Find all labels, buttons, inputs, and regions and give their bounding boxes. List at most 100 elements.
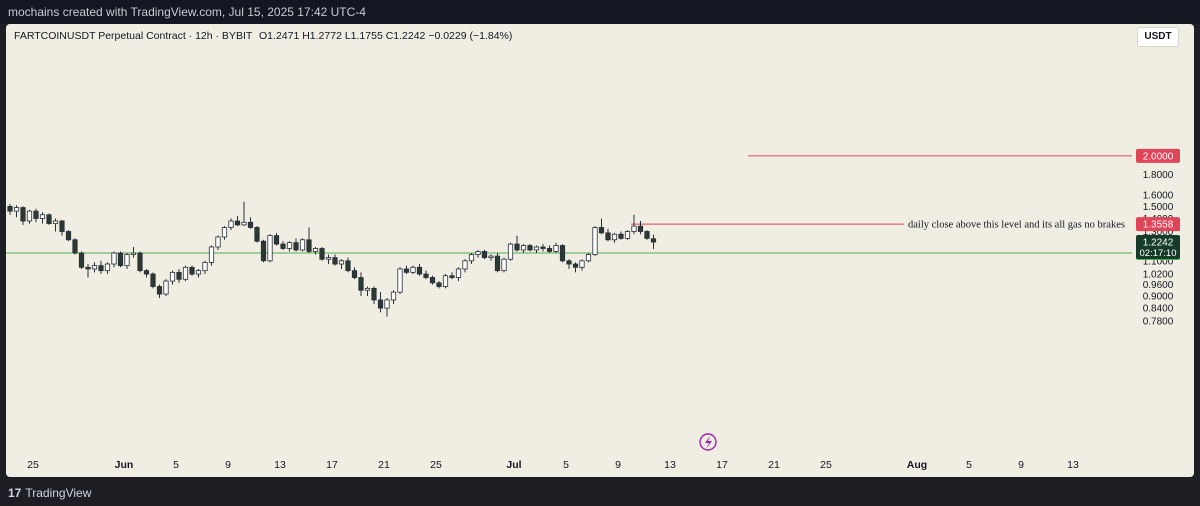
candle[interactable] (33, 208, 39, 223)
candle[interactable] (397, 267, 403, 295)
candle[interactable] (527, 244, 533, 252)
candle[interactable] (234, 215, 241, 227)
candle[interactable] (59, 219, 65, 236)
candle[interactable] (650, 234, 657, 250)
candle[interactable] (579, 259, 585, 271)
candle[interactable] (20, 206, 26, 225)
candle[interactable] (195, 268, 202, 278)
candle[interactable] (488, 254, 494, 261)
candle[interactable] (286, 241, 293, 252)
candle[interactable] (254, 226, 260, 243)
candle[interactable] (624, 230, 631, 240)
candle[interactable] (462, 259, 468, 273)
candle[interactable] (520, 244, 527, 253)
candle[interactable] (553, 242, 559, 253)
candle[interactable] (163, 279, 169, 297)
candle[interactable] (611, 232, 618, 243)
candle[interactable] (481, 249, 488, 260)
candle[interactable] (566, 259, 572, 269)
candle[interactable] (390, 290, 397, 304)
candle[interactable] (299, 238, 306, 252)
candle[interactable] (598, 218, 605, 235)
candle[interactable] (442, 274, 449, 289)
candle[interactable] (358, 272, 364, 297)
candle[interactable] (377, 292, 384, 313)
candle[interactable] (345, 257, 351, 273)
candle[interactable] (189, 265, 195, 276)
candle[interactable] (65, 230, 72, 242)
candle[interactable] (39, 212, 46, 224)
candle[interactable] (540, 244, 546, 252)
candle[interactable] (143, 268, 150, 278)
candle[interactable] (429, 275, 436, 285)
candle[interactable] (559, 244, 566, 263)
candle[interactable] (137, 251, 143, 273)
candle[interactable] (104, 262, 111, 275)
candle[interactable] (312, 247, 319, 255)
candle[interactable] (117, 251, 124, 268)
candle[interactable] (85, 264, 91, 278)
candle[interactable] (208, 245, 215, 266)
candle[interactable] (221, 226, 228, 240)
candle[interactable] (124, 253, 130, 269)
candle[interactable] (423, 270, 429, 280)
candle[interactable] (475, 249, 481, 258)
candle[interactable] (364, 286, 371, 297)
candle[interactable] (514, 235, 520, 252)
currency-button[interactable]: USDT (1137, 27, 1179, 47)
candle[interactable] (436, 281, 442, 289)
candle[interactable] (13, 205, 20, 218)
candle[interactable] (150, 272, 156, 289)
candle[interactable] (78, 251, 85, 269)
candle[interactable] (403, 265, 410, 275)
candle[interactable] (501, 257, 507, 273)
candle[interactable] (241, 201, 247, 227)
candle[interactable] (319, 247, 325, 261)
candle[interactable] (572, 262, 579, 273)
candle[interactable] (416, 264, 423, 276)
candle[interactable] (280, 241, 286, 250)
candle[interactable] (215, 235, 221, 250)
candle[interactable] (332, 254, 338, 266)
candle[interactable] (98, 260, 104, 275)
candle[interactable] (592, 226, 598, 257)
candle[interactable] (338, 259, 345, 269)
candle[interactable] (130, 247, 137, 258)
candle[interactable] (410, 265, 416, 275)
candle[interactable] (273, 232, 280, 246)
candle[interactable] (267, 234, 273, 263)
price-tag-1.3558[interactable]: 1.3558 (1136, 217, 1180, 232)
candle[interactable] (156, 284, 163, 298)
candle[interactable] (7, 204, 13, 215)
candle[interactable] (111, 251, 117, 268)
candle[interactable] (384, 297, 390, 317)
candle[interactable] (52, 218, 59, 232)
candle[interactable] (351, 267, 358, 280)
tradingview-logo[interactable]: 17 TradingView (8, 486, 91, 500)
candle[interactable] (325, 254, 332, 265)
candle[interactable] (293, 238, 299, 252)
chart-pane[interactable]: daily close above this level and its all… (6, 24, 1194, 477)
candle[interactable] (468, 253, 475, 265)
candle[interactable] (202, 260, 208, 275)
candle[interactable] (371, 286, 377, 304)
candle[interactable] (546, 245, 553, 253)
candle[interactable] (644, 230, 650, 240)
candle[interactable] (26, 209, 33, 224)
candle[interactable] (449, 272, 455, 280)
price-tag-2.0000[interactable]: 2.0000 (1136, 148, 1180, 163)
candle[interactable] (507, 242, 514, 261)
candle[interactable] (260, 239, 267, 263)
candle[interactable] (247, 217, 254, 229)
candle[interactable] (618, 231, 624, 240)
candle[interactable] (631, 214, 637, 235)
event-marker-icon[interactable] (699, 433, 717, 451)
candle[interactable] (72, 238, 78, 255)
candle[interactable] (91, 262, 98, 273)
candle[interactable] (169, 270, 176, 285)
candle[interactable] (637, 221, 644, 235)
candle[interactable] (533, 245, 540, 253)
candle[interactable] (605, 228, 611, 242)
candle[interactable] (182, 265, 189, 282)
